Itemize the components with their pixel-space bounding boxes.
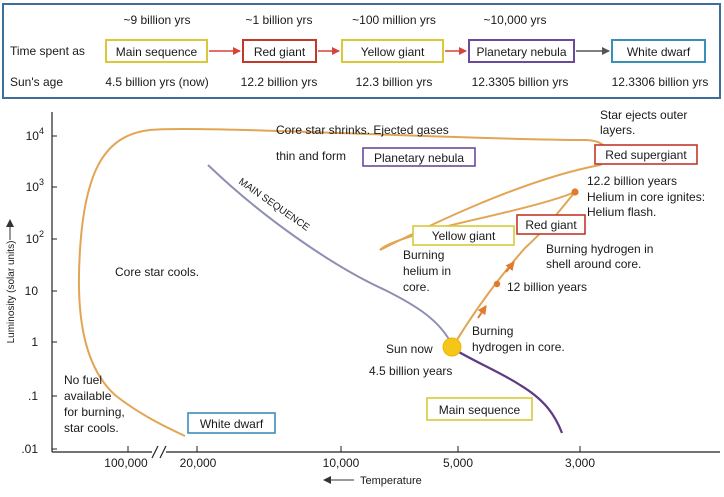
note-core-cools: Core star cools. (115, 265, 199, 279)
stage-box-main-sequence (105, 39, 208, 63)
stage-box-planetary-nebula (468, 39, 575, 63)
y-tick-label: .1 (28, 389, 38, 403)
stage-box-red-giant (242, 39, 317, 63)
label-yellow-giant: Yellow giant (432, 229, 496, 243)
note-no-fuel: star cools. (64, 421, 119, 435)
age-main-sequence: 4.5 billion yrs (now) (105, 75, 208, 89)
age-white-dwarf: 12.3306 billion yrs (612, 75, 709, 89)
age-yellow-giant: 12.3 billion yrs (356, 75, 433, 89)
note-shell-burning: shell around core. (546, 257, 641, 271)
y-tick-label: 10 (25, 284, 39, 298)
y-tick-label: 102 (26, 229, 44, 246)
note-sun-now: Sun now (386, 342, 433, 356)
row-label-age: Sun's age (10, 75, 63, 89)
note-ejects: layers. (600, 123, 635, 137)
stage-main-sequence: Main sequence (116, 45, 198, 59)
y-axis-title: Luminosity (solar units) (6, 241, 17, 344)
box-white-dwarf (187, 412, 276, 434)
note-burning-helium: core. (403, 280, 430, 294)
hr-diagram: 104 103 102 10 1 .1 .01 Luminosity (sola… (6, 108, 720, 487)
x-tick-marks (127, 446, 581, 452)
note-helium-flash: Helium flash. (587, 205, 656, 219)
track-dot (493, 280, 501, 288)
y-tick-label: 104 (26, 126, 44, 143)
y-axis-label: Luminosity (solar units) (6, 241, 17, 344)
axis-break-mark (159, 445, 167, 459)
note-shell-burning: Burning hydrogen in (546, 242, 653, 256)
note-twelve-billion: 12 billion years (507, 280, 587, 294)
main-sequence-curve-label: MAIN SEQUENCE (236, 176, 311, 233)
label-main-sequence: Main sequence (439, 403, 521, 417)
duration-planetary-nebula: ~10,000 yrs (483, 13, 546, 27)
note-burning-core: Burning (472, 324, 513, 338)
x-axis-label: Temperature (360, 475, 422, 487)
y-tick-label: 1 (31, 335, 38, 349)
direction-arrow-icon (505, 261, 515, 273)
age-red-giant: 12.2 billion yrs (241, 75, 318, 89)
box-main-sequence (426, 397, 533, 421)
x-tick-label: 20,000 (180, 456, 217, 470)
stage-red-giant: Red giant (254, 45, 306, 59)
note-no-fuel: for burning, (64, 405, 125, 419)
label-red-giant: Red giant (525, 218, 577, 232)
axis-break-mark (151, 445, 159, 459)
y-tick-label: .01 (21, 442, 38, 456)
row-label-time: Time spent as (10, 44, 85, 58)
stage-white-dwarf: White dwarf (627, 45, 691, 59)
label-planetary-nebula: Planetary nebula (374, 151, 464, 165)
note-burning-helium: helium in (403, 264, 451, 278)
timeline-table: Time spent as Sun's age ~9 billion yrs ~… (2, 3, 721, 99)
y-tick-marks (52, 135, 57, 450)
age-planetary-nebula: 12.3305 billion yrs (472, 75, 569, 89)
track-dot (571, 188, 579, 196)
x-tick-labels: 100,000 20,000 10,000 5,000 3,000 (104, 456, 595, 470)
note-no-fuel: No fuel (64, 373, 102, 387)
y-tick-labels: 104 103 102 10 1 .1 .01 (21, 126, 44, 456)
note-core-shrinks: Core star shrinks. Ejected gases (276, 123, 449, 137)
duration-red-giant: ~1 billion yrs (245, 13, 312, 27)
sun-icon (442, 337, 462, 357)
note-sun-age: 4.5 billion years (369, 364, 452, 378)
main-sequence-curve (207, 164, 453, 346)
x-tick-label: 3,000 (565, 456, 595, 470)
post-main-sequence-curve (451, 347, 564, 434)
note-helium-flash: Helium in core ignites: (587, 190, 705, 204)
note-burning-core: hydrogen in core. (472, 340, 565, 354)
note-ejects: Star ejects outer (600, 108, 687, 122)
stage-box-white-dwarf (611, 39, 706, 63)
stage-planetary-nebula: Planetary nebula (476, 45, 566, 59)
y-tick-label: 103 (26, 177, 44, 194)
stage-yellow-giant: Yellow giant (361, 45, 425, 59)
note-burning-helium: Burning (403, 248, 444, 262)
direction-arrow-icon (477, 305, 487, 319)
note-helium-flash: 12.2 billion years (587, 174, 677, 188)
x-tick-label: 5,000 (443, 456, 473, 470)
note-core-shrinks: thin and form (276, 149, 346, 163)
label-white-dwarf: White dwarf (200, 417, 264, 431)
box-yellow-giant (412, 225, 515, 246)
note-no-fuel: available (64, 389, 112, 403)
duration-main-sequence: ~9 billion yrs (123, 13, 190, 27)
box-red-giant (516, 214, 586, 235)
box-planetary-nebula (362, 147, 476, 167)
x-tick-label: 100,000 (104, 456, 148, 470)
box-red-supergiant (594, 144, 698, 165)
stage-box-yellow-giant (341, 39, 444, 63)
label-red-supergiant: Red supergiant (605, 148, 687, 162)
duration-yellow-giant: ~100 million yrs (352, 13, 436, 27)
x-tick-label: 10,000 (323, 456, 360, 470)
